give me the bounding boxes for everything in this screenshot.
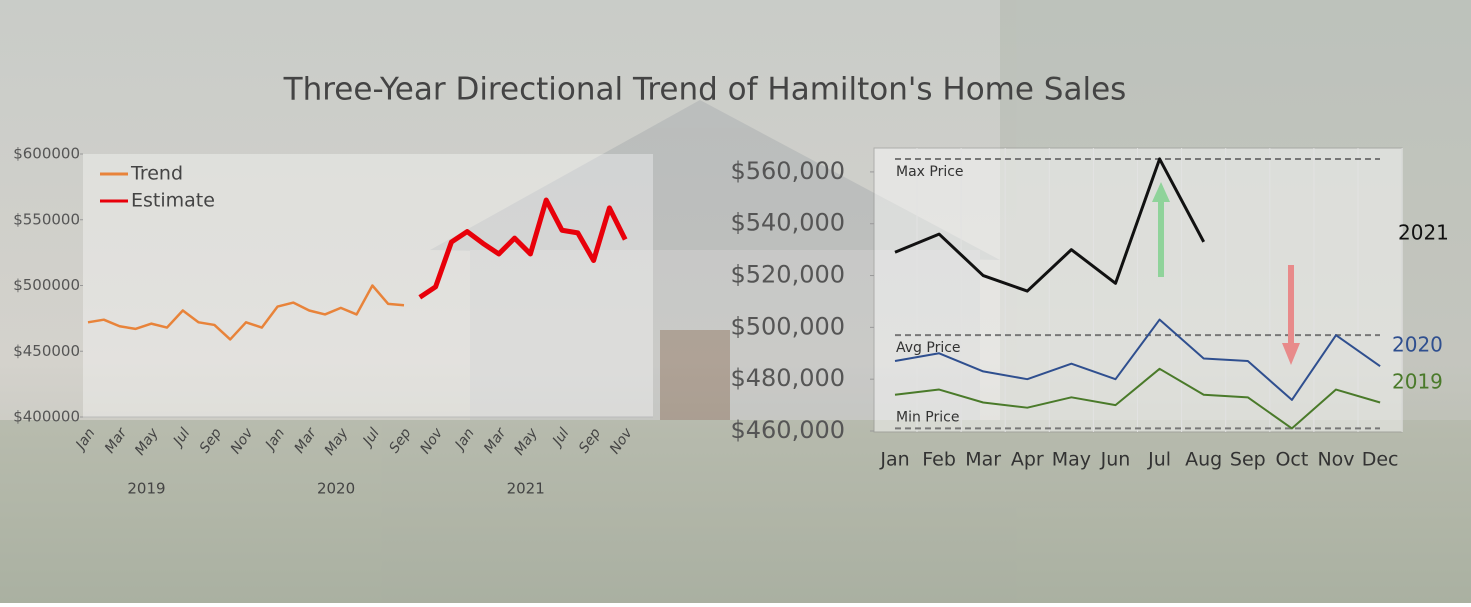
x-tick-label: Jul [1147,449,1171,471]
reference-label: Max Price [896,164,964,180]
x-tick-label: Dec [1362,449,1399,471]
y-tick-label: $600000 [13,145,80,163]
title: Three-Year Directional Trend of Hamilton… [283,72,1127,108]
up-arrow-head [1152,182,1170,202]
line [418,197,628,300]
x-tick-label: Nov [1317,449,1354,471]
reference-label: Min Price [896,409,959,425]
group-label: 2019 [127,480,165,498]
x-tick-label: Feb [922,449,956,471]
x-tick-label: Sep [1230,449,1266,471]
series-label: 2021 [1398,221,1449,245]
x-tick-label: Apr [1011,449,1044,471]
y-tick-label: $520,000 [730,261,845,289]
line [894,157,1206,293]
y-tick-label: $550000 [13,210,80,228]
chart-2: Jan Feb Mar Apr May Jun Jul Aug Sep Oct Nov Dec $460… [730,148,1449,471]
y-tick-label: $480,000 [730,364,845,392]
x-tick-label: Jan [879,449,909,471]
y-tick-label: $500,000 [730,312,845,340]
series-label: 2020 [1392,333,1443,357]
x-tick-label: Jun [1100,449,1131,471]
x-tick-label: May [1052,449,1091,471]
x-tick-label: Mar [965,449,1001,471]
legend-label: Estimate [131,190,215,212]
legend-label: Trend [130,163,183,185]
line [894,318,1381,401]
down-arrow-head [1282,343,1300,365]
y-tick-label: $450000 [13,342,80,360]
plot-area [83,154,653,417]
x-tick-label: Aug [1185,449,1222,471]
x-tick-label: Oct [1275,449,1308,471]
group-label: 2021 [507,480,545,498]
reference-label: Avg Price [896,340,961,356]
arrows [1152,182,1300,365]
y-tick-label: $500000 [13,276,80,294]
line [894,367,1381,430]
y-tick-label: $540,000 [730,209,845,237]
y-tick-label: $560,000 [730,157,845,185]
group-label: 2020 [317,480,355,498]
line [87,284,405,341]
y-tick-label: $460,000 [730,416,845,444]
y-tick-label: $400000 [13,408,80,426]
series-label: 2019 [1392,370,1443,394]
